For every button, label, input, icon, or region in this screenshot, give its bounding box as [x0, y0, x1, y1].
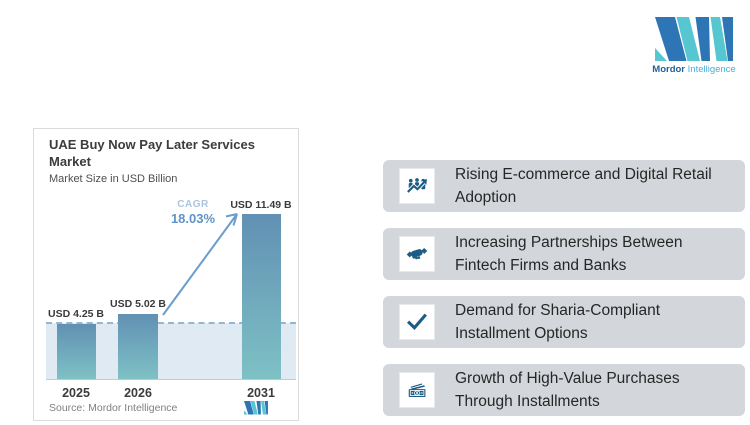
mordor-intelligence-logo-icon: [655, 17, 733, 61]
driver-text-line2: Through Installments: [455, 393, 600, 410]
driver-text-line1: Rising E-commerce and Digital Retail: [455, 166, 712, 183]
driver-text-line2: Adoption: [455, 189, 517, 206]
chart-title-line2: Market: [49, 153, 91, 169]
driver-text: Growth of High-Value Purchases Through I…: [455, 367, 680, 413]
mordor-mini-logo-icon: [244, 401, 268, 415]
brand-name: Mordor Intelligence: [652, 64, 735, 75]
driver-item-ecommerce: Rising E-commerce and Digital Retail Ado…: [383, 160, 745, 212]
brand-logo: Mordor Intelligence: [646, 12, 742, 86]
driver-icon-box: [399, 236, 435, 272]
x-axis-line: [46, 379, 296, 380]
driver-icon-box: [399, 304, 435, 340]
source-text: Source: Mordor Intelligence: [49, 402, 178, 414]
chart-card: UAE Buy Now Pay Later Services Market Ma…: [33, 128, 299, 421]
people-growth-arrow-icon: [406, 178, 427, 194]
driver-text-line2: Fintech Firms and Banks: [455, 257, 627, 274]
cagr-label: CAGR: [177, 199, 209, 210]
value-label-2031: USD 11.49 B: [230, 199, 292, 211]
banknotes-icon: [408, 382, 426, 397]
reference-dashed-line: [46, 322, 296, 324]
driver-text: Rising E-commerce and Digital Retail Ado…: [455, 163, 712, 209]
handshake-icon: [406, 247, 428, 260]
value-label-2025: USD 4.25 B: [47, 308, 105, 320]
x-tick-2031: 2031: [247, 386, 275, 400]
chart-title-line1: UAE Buy Now Pay Later Services: [49, 137, 255, 152]
bar-2031: [242, 214, 281, 379]
chart-title: UAE Buy Now Pay Later Services Market: [49, 137, 289, 170]
cagr-value: 18.03%: [170, 211, 216, 226]
driver-text-line1: Increasing Partnerships Between: [455, 234, 683, 251]
bar-2026: [118, 314, 158, 379]
driver-text: Increasing Partnerships Between Fintech …: [455, 231, 682, 277]
driver-item-partnerships: Increasing Partnerships Between Fintech …: [383, 228, 745, 280]
driver-text: Demand for Sharia-Compliant Installment …: [455, 299, 660, 345]
driver-text-line1: Demand for Sharia-Compliant: [455, 302, 661, 319]
cagr-annotation: CAGR 18.03%: [153, 199, 233, 226]
driver-icon-box: [399, 372, 435, 408]
chart-subtitle: Market Size in USD Billion: [49, 173, 178, 185]
brand-name-bold: Mordor: [652, 64, 685, 75]
driver-text-line2: Installment Options: [455, 325, 588, 342]
driver-text-line1: Growth of High-Value Purchases: [455, 370, 680, 387]
x-tick-2025: 2025: [62, 386, 90, 400]
value-label-2026: USD 5.02 B: [109, 298, 167, 310]
driver-item-sharia: Demand for Sharia-Compliant Installment …: [383, 296, 745, 348]
brand-name-light: Intelligence: [687, 64, 736, 75]
driver-icon-box: [399, 168, 435, 204]
bar-2025: [57, 324, 96, 379]
x-tick-2026: 2026: [124, 386, 152, 400]
driver-item-high-value: Growth of High-Value Purchases Through I…: [383, 364, 745, 416]
checkmark-icon: [407, 313, 427, 331]
